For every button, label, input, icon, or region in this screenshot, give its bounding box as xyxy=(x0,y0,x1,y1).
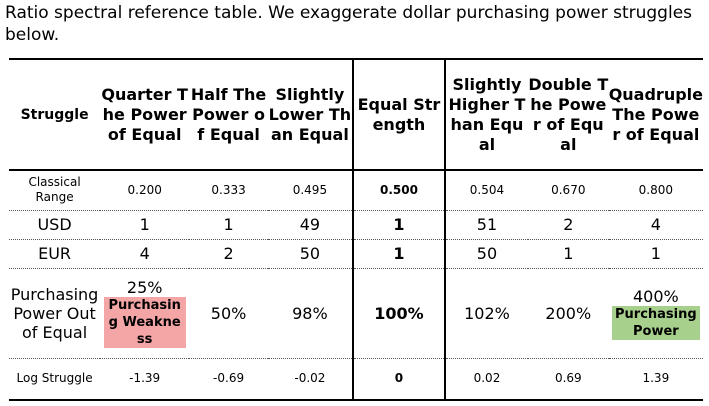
table-cell: 4 xyxy=(650,215,661,234)
table-row: Purchasing Power Out of Equal 25% Purcha… xyxy=(9,268,703,358)
table-row: EUR 4 2 50 1 50 1 1 xyxy=(9,239,703,268)
table-cell: 200% xyxy=(545,303,592,323)
table-row: Classical Range 0.200 0.333 0.495 0.500 … xyxy=(9,170,703,210)
table-caption: Ratio spectral reference table. We exagg… xyxy=(5,3,693,45)
table-cell: 1 xyxy=(563,244,574,263)
table-cell: 98% xyxy=(292,303,328,323)
table-cell: -0.02 xyxy=(294,371,326,386)
table-cell: 51 xyxy=(476,215,498,234)
table-cell: -1.39 xyxy=(129,371,161,386)
table-cell: 0.670 xyxy=(551,182,586,197)
header-row: Struggle Quarter The Power of Equal Half… xyxy=(9,58,703,170)
table-cell: 49 xyxy=(299,215,321,234)
table-cell: 25% Purchasing Weakness xyxy=(100,268,189,358)
table-cell: 50 xyxy=(476,244,498,263)
table-row: Log Struggle -1.39 -0.69 -0.02 0 0.02 0.… xyxy=(9,358,703,401)
table-cell: 0.504 xyxy=(469,182,505,197)
table-cell: 0.200 xyxy=(127,182,162,197)
header-equal: Equal Strength xyxy=(351,58,447,170)
table-cell: 50% xyxy=(210,303,247,323)
table-cell: 400% Purchasing Power xyxy=(609,268,703,358)
header-quarter: Quarter The Power of Equal xyxy=(100,58,190,170)
table-cell-equal: 0.500 xyxy=(351,170,447,210)
purchasing-power-tag: Purchasing Power xyxy=(611,305,700,340)
table-row: USD 1 1 49 1 51 2 4 xyxy=(9,210,703,239)
purchasing-value: 25% xyxy=(126,278,163,297)
table-cell-equal: 1 xyxy=(351,239,447,268)
table-cell: 2 xyxy=(563,215,574,234)
row-label-log-struggle: Log Struggle xyxy=(16,371,93,386)
purchasing-value: 400% xyxy=(632,286,679,306)
table-cell: 0.02 xyxy=(473,371,501,386)
header-struggle: Struggle xyxy=(9,58,101,170)
table-cell: 0.333 xyxy=(211,182,246,197)
table-cell: 1 xyxy=(139,215,150,234)
row-label-purchasing: Purchasing Power Out of Equal xyxy=(10,284,99,342)
row-label-usd: USD xyxy=(37,215,72,234)
table-cell-equal: 0 xyxy=(351,358,447,401)
header-slightly-lower: Slightly Lower Than Equal xyxy=(267,58,353,170)
header-quadruple: Quadruple The Power of Equal xyxy=(608,58,703,170)
table-cell-equal: 1 xyxy=(351,210,447,239)
header-slightly-higher: Slightly Higher Than Equal xyxy=(445,58,528,170)
header-double: Double The Power of Equal xyxy=(527,58,609,170)
purchasing-weakness-tag: Purchasing Weakness xyxy=(103,297,186,348)
table-cell: 50 xyxy=(299,244,321,263)
table-cell: 102% xyxy=(464,303,510,323)
table-cell: 4 xyxy=(139,244,150,263)
ratio-reference-table: Struggle Quarter The Power of Equal Half… xyxy=(9,58,703,401)
table-cell: 2 xyxy=(223,244,234,263)
row-label-eur: EUR xyxy=(38,244,72,263)
table-cell: 1 xyxy=(650,244,661,263)
table-cell: 0.69 xyxy=(554,371,582,386)
row-label-classical-range: Classical Range xyxy=(28,175,81,205)
table-cell: 0.800 xyxy=(638,182,674,197)
table-cell: -0.69 xyxy=(213,371,245,386)
table-cell: 1.39 xyxy=(642,371,670,386)
table-cell: 1 xyxy=(223,215,234,234)
header-half: Half The Power of Equal xyxy=(189,58,268,170)
table-cell: 0.495 xyxy=(292,182,328,197)
table-cell-equal: 100% xyxy=(351,268,447,358)
